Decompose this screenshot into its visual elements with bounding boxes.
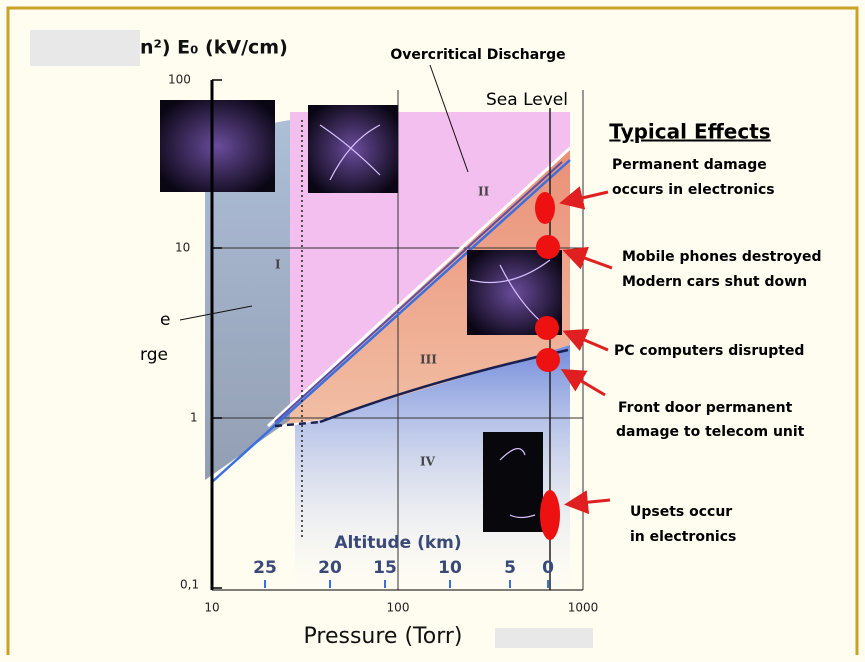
region-number: I (275, 258, 281, 272)
sea-level-label: Sea Level (486, 90, 568, 110)
x-tick-label: 100 (387, 601, 410, 615)
altitude-tick-label: 5 (504, 558, 516, 578)
altitude-tick-label: 0 (542, 558, 554, 578)
mask (495, 628, 593, 648)
photo (308, 105, 398, 193)
effect-text: Front door permanent (618, 400, 793, 416)
figure: 100 10 1 0,1 10 100 1000 Pressure (Torr)… (0, 0, 865, 662)
altitude-tick-label: 15 (373, 558, 397, 578)
partial-label: e (160, 310, 170, 330)
effect-text: damage to telecom unit (616, 424, 805, 440)
y-tick-label: 0,1 (180, 578, 199, 592)
y-axis-title: n²) E₀ (kV/cm) (140, 37, 288, 59)
region-label: Overcritical Discharge (390, 47, 565, 63)
effect-text: Permanent damage (612, 157, 767, 173)
effect-text: PC computers disrupted (614, 343, 804, 359)
altitude-tick-label: 25 (253, 558, 277, 578)
altitude-tick-label: 10 (438, 558, 462, 578)
x-tick-label: 1000 (568, 601, 599, 615)
y-tick-label: 100 (168, 73, 191, 87)
y-tick-label: 1 (190, 411, 198, 425)
region-number: III (420, 353, 437, 367)
x-tick-label: 10 (204, 601, 219, 615)
effects-title: Typical Effects (609, 120, 770, 144)
effect-text: Upsets occur (630, 504, 732, 520)
effect-text: Mobile phones destroyed (622, 249, 822, 265)
effect-text: Modern cars shut down (622, 274, 807, 290)
altitude-title: Altitude (km) (334, 533, 461, 553)
x-axis-title: Pressure (Torr) (304, 624, 463, 649)
altitude-tick-label: 20 (318, 558, 342, 578)
effect-text: occurs in electronics (612, 182, 775, 198)
region-number: IV (420, 455, 436, 469)
effect-text: in electronics (630, 529, 736, 545)
photo (483, 432, 543, 532)
y-tick-label: 10 (175, 241, 190, 255)
partial-label: rge (140, 345, 168, 365)
mask (30, 30, 140, 66)
region-number: II (478, 185, 490, 199)
photo (160, 100, 275, 192)
